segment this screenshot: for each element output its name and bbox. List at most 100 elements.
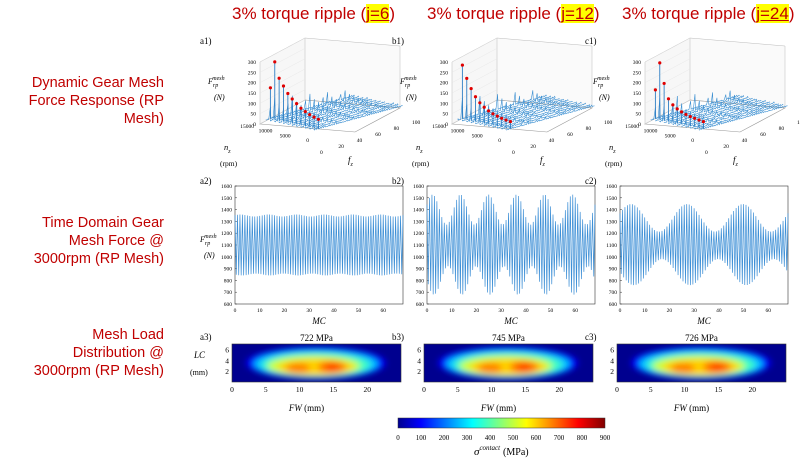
x-tick-label: 30	[498, 308, 504, 314]
force-axis-label: Frpmesh	[399, 76, 417, 89]
panel-tag: c3)	[585, 332, 597, 342]
x-tick-label: 15	[715, 385, 723, 394]
x-tick-label: 50	[548, 308, 554, 314]
hotspot-peak	[711, 364, 723, 370]
hotspot	[671, 363, 695, 373]
panel-tag: b3)	[392, 332, 404, 342]
peak-marker	[667, 97, 670, 100]
peak-marker	[478, 101, 481, 104]
freq-tick-label: 0	[320, 150, 323, 156]
freq-tick-label: 20	[530, 144, 536, 150]
z-tick-label: 100	[248, 101, 257, 107]
x-tick-label: 40	[716, 308, 722, 314]
freq-tick-label: 60	[567, 132, 573, 138]
freq-tick-label: 60	[375, 132, 381, 138]
speed-tick-label: 15000	[240, 124, 254, 130]
colorbar	[398, 418, 605, 428]
peak-marker	[680, 110, 683, 113]
x-tick-label: 40	[331, 308, 337, 314]
colorbar-label: σcontact (MPa)	[474, 444, 529, 458]
z-tick-label: 150	[633, 91, 642, 97]
heatmap-blobs	[246, 347, 386, 379]
freq-axis-label: fz	[540, 155, 546, 168]
freq-tick-label: 100	[604, 120, 613, 126]
y-tick-label: 1400	[413, 208, 424, 214]
force-axis-label: Frpmesh	[592, 76, 610, 89]
z-tick-label: 250	[633, 70, 642, 76]
colorbar-tick-label: 900	[600, 434, 611, 442]
y-tick-label: 4	[610, 356, 614, 365]
speed-tick-label: 15000	[432, 124, 446, 130]
x-tick-label: 5	[456, 385, 460, 394]
force-axis-label: Frpmesh	[199, 234, 217, 247]
speed-tick-label: 0	[498, 138, 501, 144]
freq-tick-label: 0	[705, 150, 708, 156]
z-tick-label: 200	[633, 81, 642, 87]
heatmap-field	[424, 344, 593, 382]
y-tick-label: 800	[224, 278, 233, 284]
speed-tick-label: 10000	[644, 129, 658, 135]
peak-marker	[702, 120, 705, 123]
x-tick-label: 0	[426, 308, 429, 314]
freq-tick-label: 0	[512, 150, 515, 156]
colorbar-tick-label: 400	[485, 434, 496, 442]
y-tick-label: 1100	[221, 243, 232, 249]
line-panel-0: a2)6007008009001000110012001300140015001…	[199, 176, 403, 326]
line-panel-1: b2)6007008009001000110012001300140015001…	[392, 176, 595, 326]
speed-tick-label: 5000	[472, 133, 483, 139]
line-panel-2: c2)6007008009001000110012001300140015001…	[585, 176, 788, 326]
z-tick-label: 100	[440, 101, 449, 107]
heatmap-panel-1: b3) 745 MPa2460 5 10 15 20FW (mm)	[392, 332, 593, 413]
freq-tick-label: 80	[779, 126, 785, 132]
y-tick-label: 1000	[221, 255, 232, 261]
speed-unit-label: (rpm)	[220, 159, 238, 168]
y-axis-label: LC	[193, 350, 206, 360]
z-tick-label: 300	[248, 60, 257, 66]
peak-marker	[684, 113, 687, 116]
y-tick-label: 1200	[606, 231, 617, 237]
y-tick-label: 800	[416, 278, 425, 284]
peak-marker	[693, 117, 696, 120]
x-tick-label: 0	[230, 385, 234, 394]
z-tick-label: 50	[443, 112, 449, 118]
colorbar-tick-label: 500	[508, 434, 519, 442]
peak-marker	[304, 110, 307, 113]
freq-tick-label: 40	[549, 138, 555, 144]
hotspot	[286, 363, 310, 373]
x-tick-label: 10	[642, 308, 648, 314]
y-tick-label: 1300	[221, 219, 232, 225]
y-tick-label: 1000	[606, 255, 617, 261]
z-tick-label: 50	[251, 112, 257, 118]
x-tick-label: 60	[765, 308, 771, 314]
x-tick-label: 20	[363, 385, 371, 394]
peak-marker	[299, 107, 302, 110]
peak-marker	[474, 95, 477, 98]
heatmap-field	[617, 344, 786, 382]
y-tick-label: 700	[609, 290, 618, 296]
y-tick-label: 1500	[221, 196, 232, 202]
z-tick-label: 250	[440, 70, 449, 76]
x-axis-label: FW (mm)	[288, 403, 324, 413]
peak-marker	[658, 61, 661, 64]
x-tick-label: 20	[667, 308, 673, 314]
x-axis-label: MC	[696, 316, 711, 326]
x-tick-label: 30	[306, 308, 312, 314]
freq-axis-label: fz	[733, 155, 739, 168]
x-tick-label: 10	[449, 308, 455, 314]
x-tick-label: 10	[296, 385, 304, 394]
y-tick-label: 600	[609, 302, 618, 308]
z-tick-label: 150	[440, 91, 449, 97]
panel-tag: a1)	[200, 36, 212, 46]
freq-tick-label: 20	[338, 144, 344, 150]
x-axis-label: MC	[311, 316, 326, 326]
z-tick-label: 150	[248, 91, 257, 97]
peak-marker	[312, 116, 315, 119]
x-tick-label: 40	[523, 308, 529, 314]
peak-marker	[308, 113, 311, 116]
freq-tick-label: 100	[412, 120, 421, 126]
colorbar-tick-label: 600	[531, 434, 542, 442]
panel-tag: b2)	[392, 176, 404, 186]
peak-marker	[491, 112, 494, 115]
y-tick-label: 1300	[606, 219, 617, 225]
waterfall-panel-1: b1)0501001502002503001500010000500000204…	[392, 36, 613, 168]
